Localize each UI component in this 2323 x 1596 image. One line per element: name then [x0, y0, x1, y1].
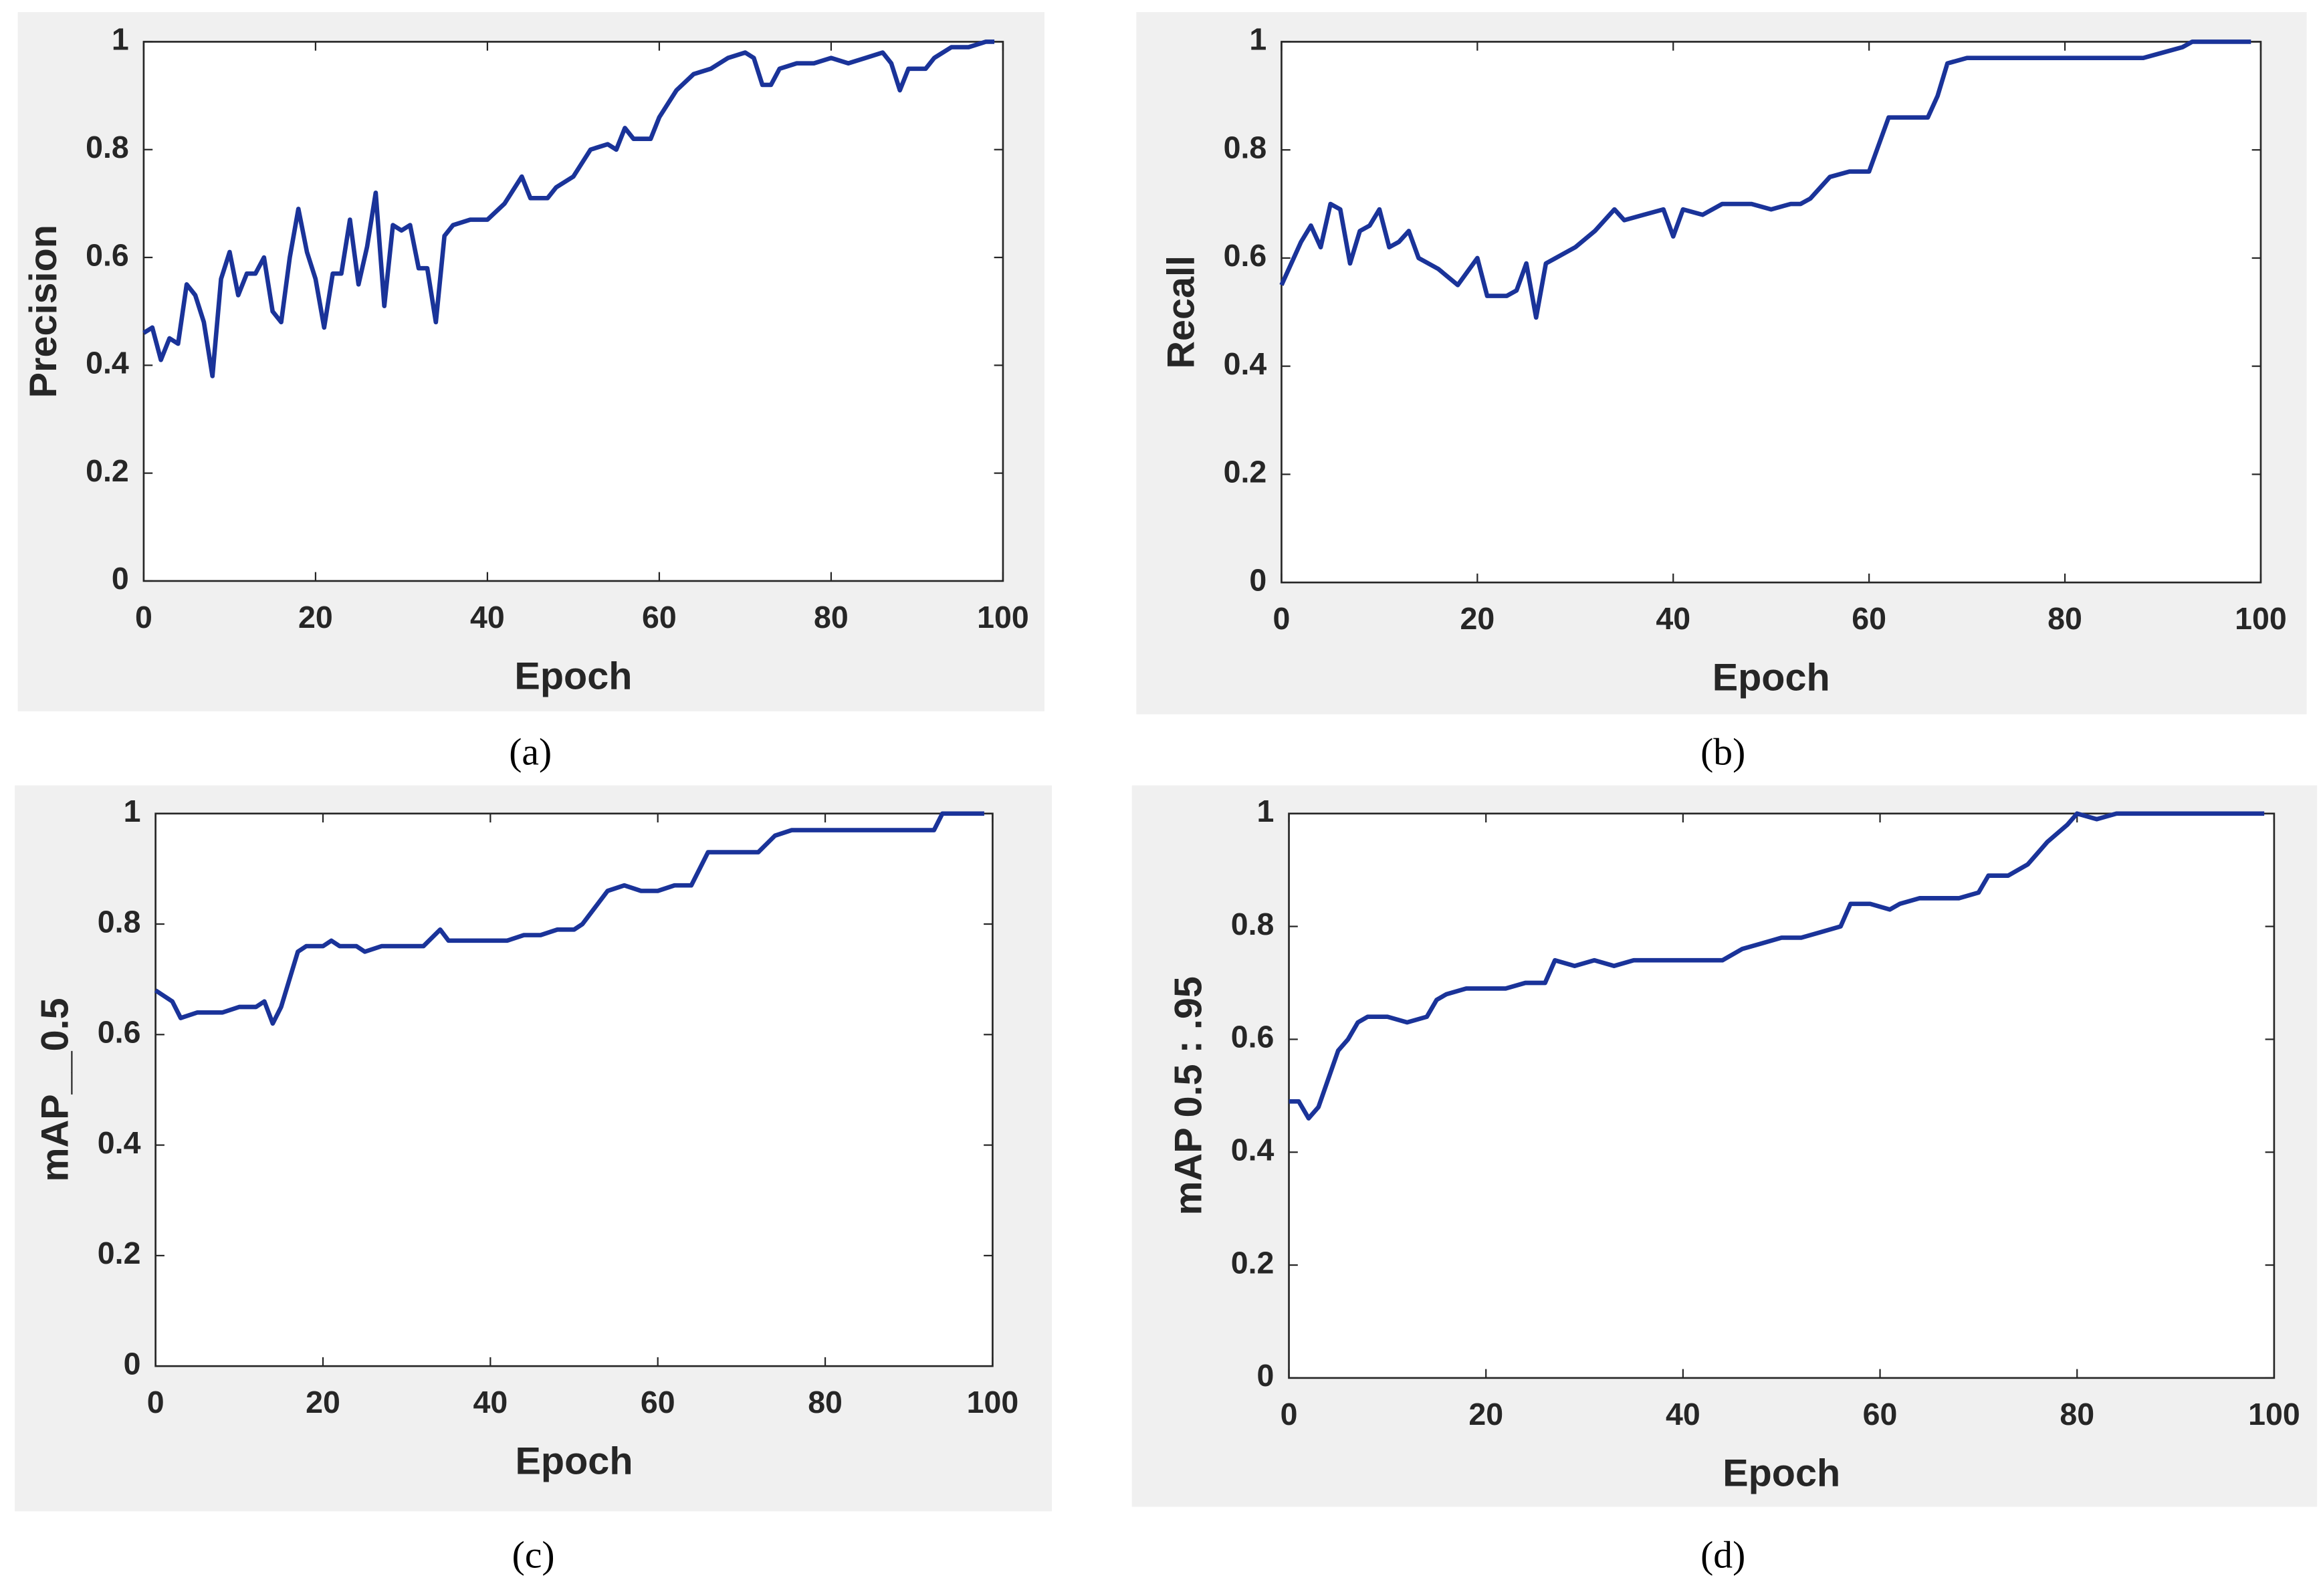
- plot-area: [1288, 812, 2276, 1379]
- y-tick-label: 0: [124, 1346, 141, 1381]
- x-tick-label: 0: [135, 600, 152, 635]
- x-tick-label: 100: [2235, 601, 2287, 636]
- y-axis-label: Precision: [22, 225, 65, 398]
- line: [1279, 39, 2251, 320]
- y-tick-label: 0.4: [86, 346, 129, 380]
- plot-area: [142, 41, 1004, 582]
- x-tick-label: 60: [1852, 601, 1886, 636]
- x-tick-label: 100: [2248, 1397, 2300, 1432]
- plot-area: [1281, 41, 2262, 584]
- y-tick-label: 0.6: [1231, 1020, 1275, 1054]
- y-tick-label: 1: [1249, 22, 1266, 57]
- x-tick-label: 80: [808, 1385, 843, 1419]
- y-tick-label: 0.2: [98, 1236, 141, 1270]
- x-tick-label: 60: [1863, 1397, 1898, 1432]
- y-tick-label: 0: [1257, 1358, 1275, 1393]
- y-tick-label: 0.6: [1224, 238, 1267, 273]
- y-tick-label: 0.8: [1224, 130, 1267, 164]
- x-tick-label: 40: [1666, 1397, 1700, 1432]
- x-tick-label: 20: [298, 600, 333, 635]
- x-tick-label: 20: [1460, 601, 1495, 636]
- plot-area: [154, 812, 994, 1367]
- x-tick-label: 0: [147, 1385, 164, 1419]
- y-tick-label: 0.2: [1231, 1245, 1275, 1280]
- y-tick-label: 0.4: [1224, 346, 1267, 381]
- y-tick-label: 0: [1249, 562, 1266, 597]
- x-tick-label: 100: [977, 600, 1029, 635]
- y-tick-label: 0.8: [86, 130, 129, 164]
- line: [142, 39, 995, 378]
- y-axis-label: mAP__0.5: [34, 998, 77, 1181]
- x-tick-label: 40: [473, 1385, 508, 1419]
- caption: (a): [509, 731, 552, 774]
- y-axis-label: mAP 0.5 : .95: [1168, 976, 1210, 1215]
- x-tick-label: 60: [642, 600, 677, 635]
- x-tick-label: 40: [470, 600, 505, 635]
- y-tick-label: 0.6: [98, 1015, 141, 1050]
- x-tick-label: 80: [814, 600, 849, 635]
- x-axis-label: Epoch: [514, 655, 632, 697]
- x-tick-label: 80: [2060, 1397, 2094, 1432]
- y-tick-label: 1: [124, 794, 141, 828]
- x-tick-label: 100: [967, 1385, 1019, 1419]
- caption: (c): [512, 1534, 555, 1576]
- y-tick-label: 0.6: [86, 237, 129, 272]
- y-tick-label: 0.2: [1224, 455, 1267, 489]
- x-tick-label: 0: [1281, 1397, 1298, 1432]
- y-tick-label: 0.4: [1231, 1133, 1275, 1167]
- x-tick-label: 0: [1273, 601, 1291, 636]
- line: [1289, 811, 2265, 1121]
- x-tick-label: 80: [2048, 601, 2082, 636]
- y-axis-label: Recall: [1159, 255, 1202, 369]
- caption: (b): [1700, 731, 1745, 774]
- x-tick-label: 40: [1656, 601, 1690, 636]
- x-axis-label: Epoch: [1712, 657, 1830, 699]
- y-tick-label: 0.4: [98, 1125, 141, 1160]
- y-tick-label: 1: [112, 22, 129, 57]
- y-tick-label: 1: [1257, 794, 1275, 828]
- x-tick-label: 20: [306, 1385, 340, 1419]
- x-axis-label: Epoch: [1723, 1452, 1840, 1494]
- x-axis-label: Epoch: [516, 1440, 633, 1483]
- x-tick-label: 20: [1468, 1397, 1503, 1432]
- y-tick-label: 0: [112, 561, 129, 596]
- line: [154, 811, 984, 1026]
- x-tick-label: 60: [641, 1385, 675, 1419]
- y-tick-label: 0.8: [98, 904, 141, 939]
- y-tick-label: 0.8: [1231, 907, 1275, 941]
- caption: (d): [1700, 1534, 1745, 1576]
- y-tick-label: 0.2: [86, 453, 129, 488]
